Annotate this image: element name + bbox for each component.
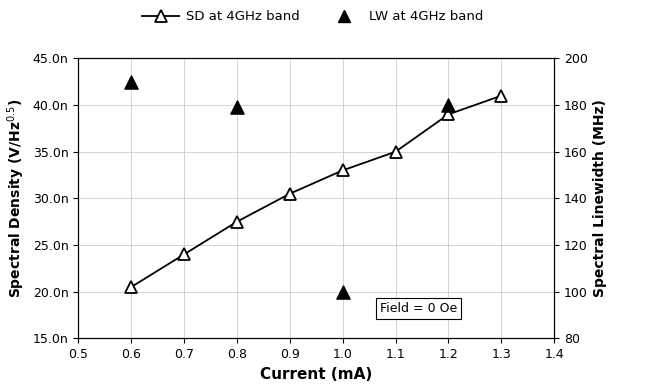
SD at 4GHz band <box>445 112 452 117</box>
SD at 4GHz band <box>497 93 505 98</box>
SD at 4GHz band <box>127 285 135 289</box>
SD at 4GHz band <box>339 168 347 173</box>
X-axis label: Current (mA): Current (mA) <box>260 367 372 382</box>
SD at 4GHz band <box>286 191 293 196</box>
LW at 4GHz band <box>443 102 454 108</box>
Text: Field = 0 Oe: Field = 0 Oe <box>379 302 457 315</box>
Y-axis label: Spectral Density (V/Hz$^{0.5}$): Spectral Density (V/Hz$^{0.5}$) <box>6 99 27 298</box>
SD at 4GHz band <box>180 252 188 257</box>
Line: SD at 4GHz band: SD at 4GHz band <box>126 90 507 293</box>
LW at 4GHz band <box>231 104 242 110</box>
Legend: SD at 4GHz band, LW at 4GHz band: SD at 4GHz band, LW at 4GHz band <box>142 11 484 23</box>
LW at 4GHz band <box>338 289 348 295</box>
SD at 4GHz band <box>392 149 400 154</box>
Y-axis label: Spectral Linewidth (MHz): Spectral Linewidth (MHz) <box>593 100 608 297</box>
SD at 4GHz band <box>233 219 241 224</box>
LW at 4GHz band <box>126 79 136 85</box>
